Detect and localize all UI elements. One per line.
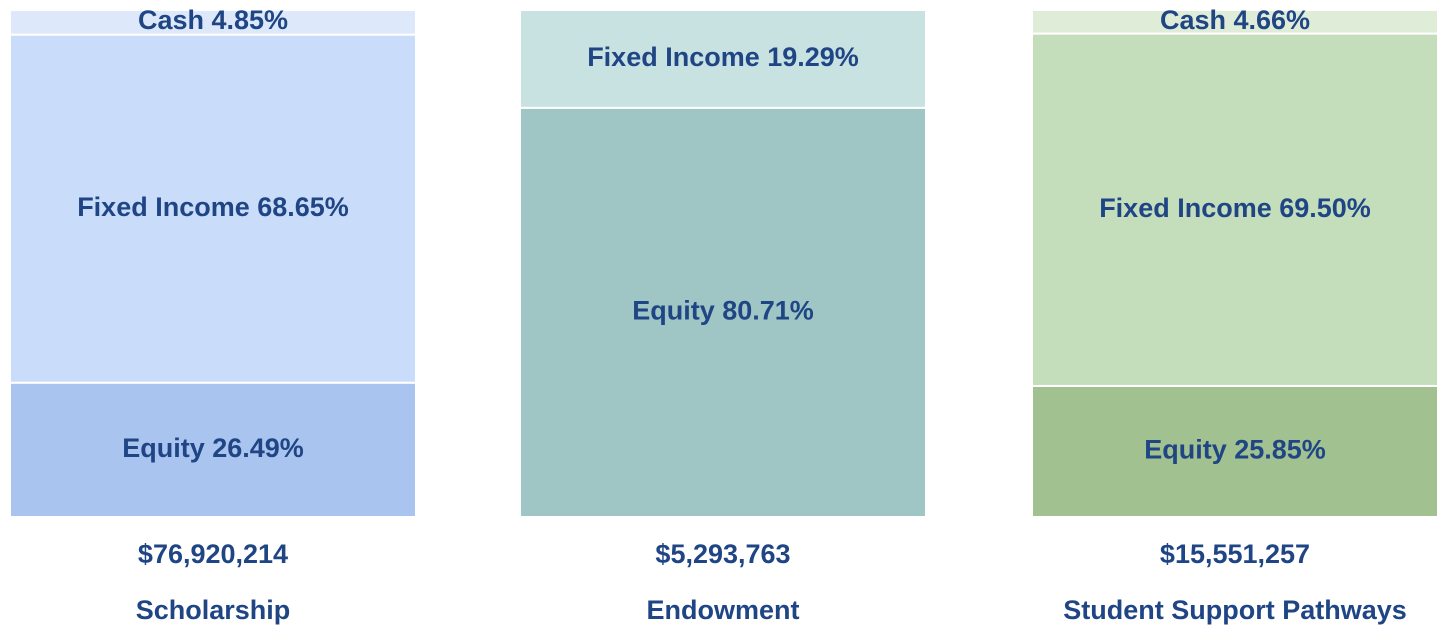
bar-segment: [1031, 8, 1439, 35]
bar-segment: [1031, 32, 1439, 387]
total-label: $76,920,214: [138, 539, 288, 569]
bar-segment: [9, 381, 417, 519]
segment-label: Fixed Income 68.65%: [77, 192, 349, 222]
category-label: Student Support Pathways: [1063, 595, 1407, 625]
segment-label: Fixed Income 69.50%: [1099, 193, 1371, 223]
segment-label: Fixed Income 19.29%: [587, 42, 859, 72]
segment-label: Cash 4.85%: [138, 5, 288, 35]
bar-segment: [1031, 384, 1439, 518]
total-label: $15,551,257: [1160, 539, 1310, 569]
total-label: $5,293,763: [655, 539, 790, 569]
bar-segment: [9, 9, 417, 36]
bar-segment: [519, 9, 927, 109]
segment-label: Equity 25.85%: [1144, 435, 1326, 465]
bar-segment: [519, 106, 927, 519]
segment-label: Equity 26.49%: [122, 433, 304, 463]
category-label: Endowment: [647, 595, 800, 625]
segment-label: Equity 80.71%: [632, 296, 814, 326]
category-label: Scholarship: [136, 595, 291, 625]
bar-segment: [9, 33, 417, 384]
segment-label: Cash 4.66%: [1160, 5, 1310, 35]
